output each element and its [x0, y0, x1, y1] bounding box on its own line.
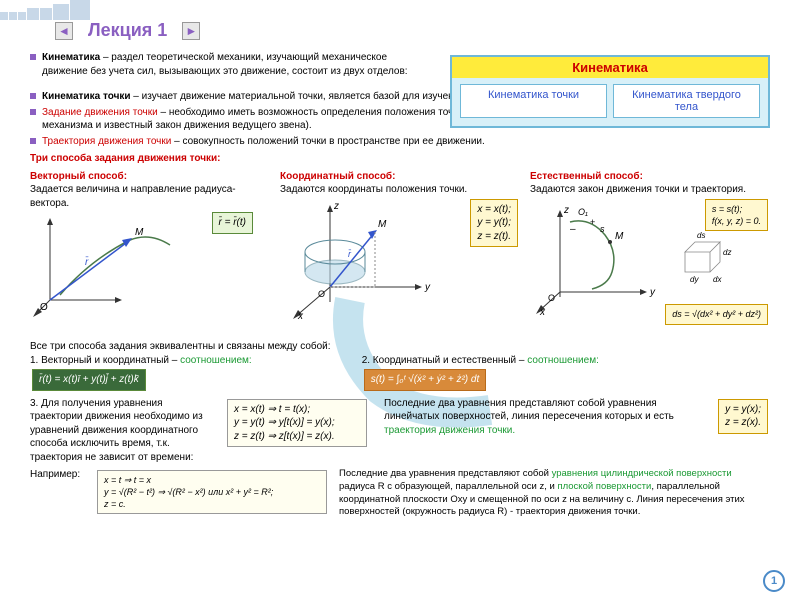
formula: s = s(t); f(x, y, z) = 0. — [705, 199, 768, 231]
topic-title: Кинематика — [452, 57, 768, 78]
method-natural: Естественный способ: Задаются закон движ… — [530, 170, 770, 341]
svg-text:y: y — [424, 282, 431, 293]
coord-diagram: O M y z x r̄ — [280, 197, 460, 322]
method-vector: Векторный способ: Задается величина и на… — [30, 170, 270, 341]
svg-text:M: M — [135, 227, 144, 238]
formula: x = x(t); y = y(t); z = z(t). — [470, 199, 518, 248]
svg-text:O: O — [548, 293, 555, 303]
bullet-icon — [30, 54, 36, 60]
formula: s(t) = ∫₀ᵗ √(ẋ² + ẏ² + ż²) dt — [364, 369, 487, 391]
relation-1: 1. Векторный и координатный – соотношени… — [30, 354, 252, 393]
equiv-text: Все три способа задания эквивалентны и с… — [30, 340, 770, 354]
page-number: 1 — [763, 570, 785, 592]
formula: x = x(t) ⇒ t = t(x); y = y(t) ⇒ y[t(x)] … — [227, 399, 367, 448]
svg-text:M: M — [615, 231, 624, 242]
svg-text:z: z — [563, 205, 569, 216]
svg-text:x: x — [297, 311, 304, 322]
bullet-icon — [30, 93, 36, 99]
svg-text:z: z — [333, 201, 339, 212]
example-note: Последние два уравнения представляют соб… — [339, 468, 770, 519]
intro-text: Кинематика – раздел теоретической механи… — [42, 51, 422, 78]
svg-text:O: O — [318, 289, 325, 299]
traj-text: 3. Для получения уравнения траектории дв… — [30, 397, 210, 465]
svg-text:O: O — [40, 302, 48, 313]
formula: ds = √(dx² + dy² + dz²) — [665, 304, 768, 324]
svg-text:dy: dy — [690, 275, 699, 284]
svg-text:+: + — [590, 217, 595, 227]
svg-text:M: M — [378, 219, 387, 230]
bullet-icon — [30, 109, 36, 115]
svg-text:dx: dx — [713, 275, 722, 284]
svg-text:y: y — [649, 287, 656, 298]
formula: y = y(x); z = z(x). — [718, 399, 768, 434]
bullet-icon — [30, 138, 36, 144]
svg-text:r̄: r̄ — [348, 249, 352, 259]
svg-text:ds: ds — [697, 231, 705, 240]
section-title: Три способа задания движения точки: — [30, 152, 770, 166]
intro-text: Траектория движения точки – совокупность… — [42, 135, 485, 149]
svg-text:–: – — [570, 224, 576, 235]
traj-note: Последние два уравнения представляют соб… — [384, 397, 701, 438]
decoration — [0, 0, 300, 25]
formula: r̄(t) = x(t)ī + y(t)j̄ + z(t)k̄ — [32, 369, 146, 391]
vector-diagram: O M r̄ — [30, 210, 190, 330]
topic-box: Кинематика Кинематика точки Кинематика т… — [450, 55, 770, 128]
formula: x = t ⇒ t = x y = √(R² − t²) ⇒ √(R² − x²… — [97, 470, 327, 514]
method-coord: Координатный способ: Задаются координаты… — [280, 170, 520, 341]
example-label: Например: — [30, 468, 85, 482]
svg-text:dz: dz — [723, 248, 731, 257]
formula: r̄ = r̄(t) — [212, 212, 254, 234]
svg-text:O₁: O₁ — [578, 207, 588, 217]
relation-2: 2. Координатный и естественный – соотнош… — [362, 354, 599, 393]
svg-text:s: s — [600, 224, 605, 234]
topic-item[interactable]: Кинематика твердого тела — [613, 84, 760, 118]
topic-item[interactable]: Кинематика точки — [460, 84, 607, 118]
svg-text:x: x — [539, 307, 546, 318]
